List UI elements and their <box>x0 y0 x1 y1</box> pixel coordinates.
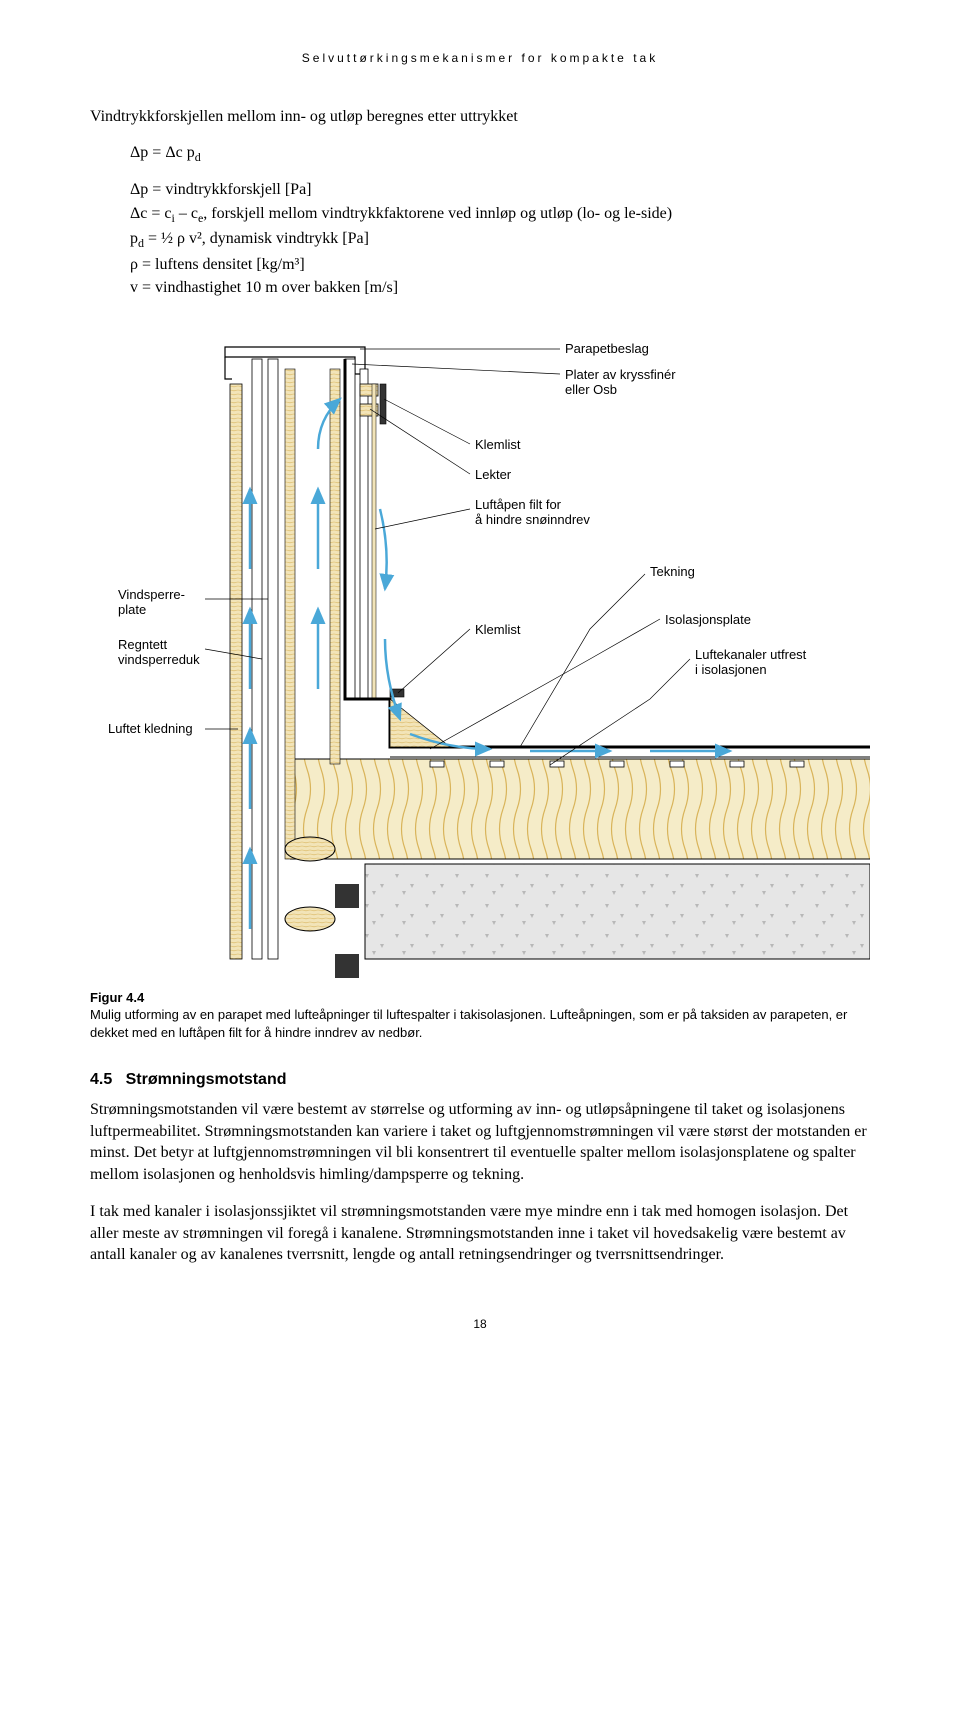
def-pd: pd = ½ ρ v², dynamisk vindtrykk [Pa] <box>130 228 870 251</box>
section-number: 4.5 <box>90 1071 112 1088</box>
label-vindsperreplate: Vindsperre- plate <box>118 587 185 618</box>
figure-4-4: Parapetbeslag Plater av kryssfinér eller… <box>90 329 870 979</box>
page-number: 18 <box>90 1316 870 1332</box>
equation: Δp = Δc pd <box>130 142 870 165</box>
label-isolasjonsplate: Isolasjonsplate <box>665 612 751 628</box>
definition-list: Δp = vindtrykkforskjell [Pa] Δc = ci – c… <box>130 179 870 299</box>
intro-text: Vindtrykkforskjellen mellom inn- og utlø… <box>90 106 870 128</box>
label-klemlist-mid: Klemlist <box>475 622 521 638</box>
def-v: v = vindhastighet 10 m over bakken [m/s] <box>130 277 870 299</box>
def-dp: Δp = vindtrykkforskjell [Pa] <box>130 179 870 201</box>
running-header: Selvuttørkingsmekanismer for kompakte ta… <box>90 50 870 66</box>
label-lekter: Lekter <box>475 467 511 483</box>
caption-label: Figur 4.4 <box>90 990 144 1005</box>
label-regntett: Regntett vindsperreduk <box>118 637 200 668</box>
caption-text: Mulig utforming av en parapet med lufteå… <box>90 1007 847 1040</box>
label-plater: Plater av kryssfinér eller Osb <box>565 367 676 398</box>
section-p1: Strømningsmotstanden vil være bestemt av… <box>90 1099 870 1185</box>
section-heading: 4.5 Strømningsmotstand <box>90 1069 870 1091</box>
label-luftekanaler: Luftekanaler utfrest i isolasjonen <box>695 647 806 678</box>
label-tekning: Tekning <box>650 564 695 580</box>
def-rho: ρ = luftens densitet [kg/m³] <box>130 254 870 276</box>
label-parapetbeslag: Parapetbeslag <box>565 341 649 357</box>
label-luftapen-filt: Luftåpen filt for å hindre snøinndrev <box>475 497 590 528</box>
label-luftet-kledning: Luftet kledning <box>108 721 193 737</box>
section-title: Strømningsmotstand <box>126 1071 287 1088</box>
figure-caption: Figur 4.4 Mulig utforming av en parapet … <box>90 989 870 1042</box>
label-klemlist-top: Klemlist <box>475 437 521 453</box>
def-dc: Δc = ci – ce, forskjell mellom vindtrykk… <box>130 203 870 226</box>
section-p2: I tak med kanaler i isolasjonssjiktet vi… <box>90 1201 870 1266</box>
